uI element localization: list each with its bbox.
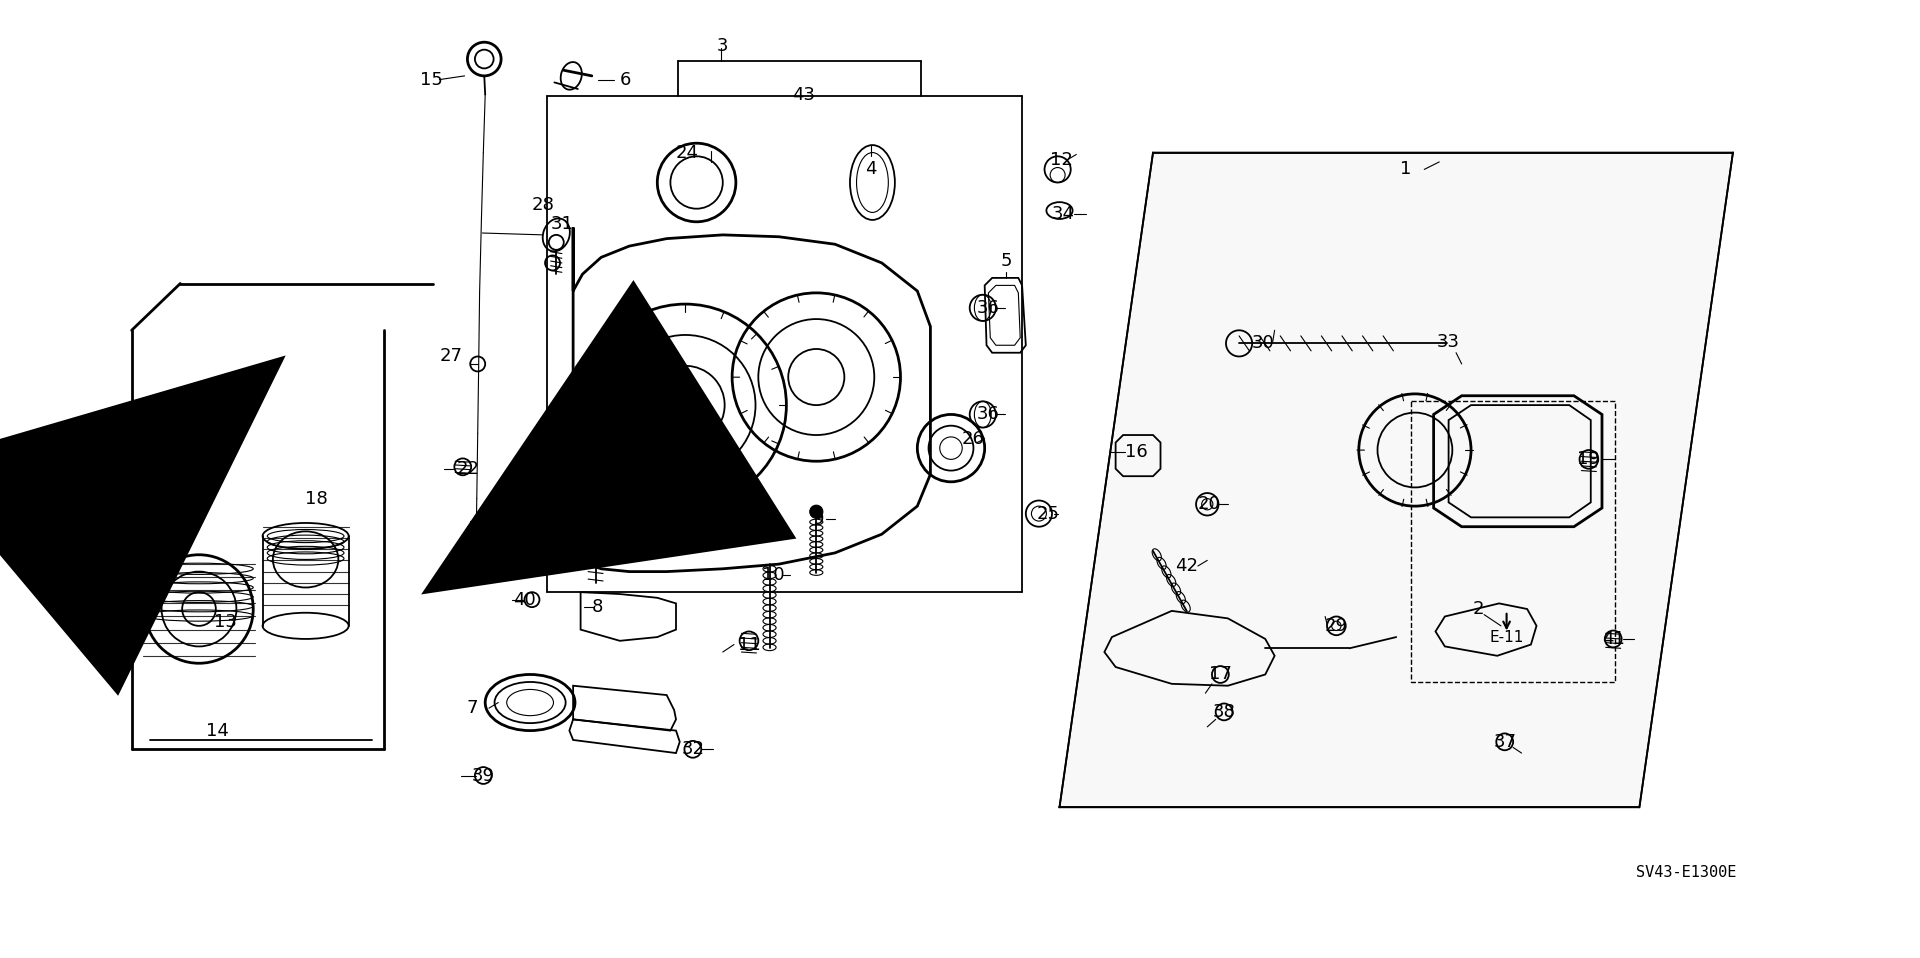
Bar [1411, 401, 1615, 682]
Text: 4: 4 [864, 160, 876, 178]
Text: 37: 37 [1494, 733, 1517, 751]
Text: 20: 20 [1198, 495, 1221, 513]
Polygon shape [1060, 152, 1734, 808]
Text: 34: 34 [1052, 205, 1075, 223]
Text: 5: 5 [1000, 252, 1012, 270]
Circle shape [810, 505, 824, 518]
Text: 25: 25 [1037, 505, 1060, 523]
Text: 26: 26 [962, 430, 985, 447]
Text: 29: 29 [1325, 617, 1348, 635]
Text: 41: 41 [1601, 630, 1624, 648]
Text: 32: 32 [682, 741, 705, 759]
Text: SV43-E1300E: SV43-E1300E [1636, 865, 1736, 880]
Text: 28: 28 [532, 196, 555, 214]
Text: 22: 22 [457, 460, 480, 478]
Text: 14: 14 [205, 721, 228, 740]
Text: 27: 27 [440, 348, 463, 365]
Text: 17: 17 [1210, 666, 1233, 683]
Text: 1: 1 [1400, 160, 1411, 178]
Text: 13: 13 [213, 613, 236, 631]
Text: 36: 36 [977, 299, 1000, 317]
Text: 2: 2 [1473, 600, 1484, 618]
Text: 35: 35 [484, 513, 507, 530]
Text: 19: 19 [1578, 450, 1601, 468]
Text: 3: 3 [716, 37, 728, 55]
Text: 42: 42 [1175, 557, 1198, 575]
Text: 6: 6 [620, 71, 632, 88]
Text: 8: 8 [591, 598, 603, 616]
Text: 30: 30 [1252, 334, 1275, 353]
Text: 9: 9 [812, 511, 824, 528]
Text: 39: 39 [472, 766, 495, 785]
Text: 43: 43 [791, 85, 814, 103]
Text: E-11: E-11 [1490, 629, 1524, 645]
Text: 31: 31 [551, 215, 574, 233]
Text: 24: 24 [676, 144, 699, 162]
Text: 11: 11 [737, 635, 760, 653]
Text: 10: 10 [762, 566, 785, 584]
Text: 38: 38 [1213, 703, 1236, 721]
Text: 23: 23 [672, 529, 695, 547]
Text: 7: 7 [467, 699, 478, 718]
Text: 36: 36 [977, 405, 1000, 423]
Text: 33: 33 [1436, 332, 1459, 351]
Text: FR.: FR. [198, 409, 238, 429]
Text: 12: 12 [1050, 151, 1073, 169]
Text: 18: 18 [305, 490, 326, 508]
Text: 40: 40 [513, 591, 536, 608]
Text: 15: 15 [419, 71, 442, 88]
Text: 21: 21 [584, 538, 607, 557]
Text: FR.: FR. [503, 532, 545, 552]
Text: 16: 16 [1125, 443, 1148, 461]
